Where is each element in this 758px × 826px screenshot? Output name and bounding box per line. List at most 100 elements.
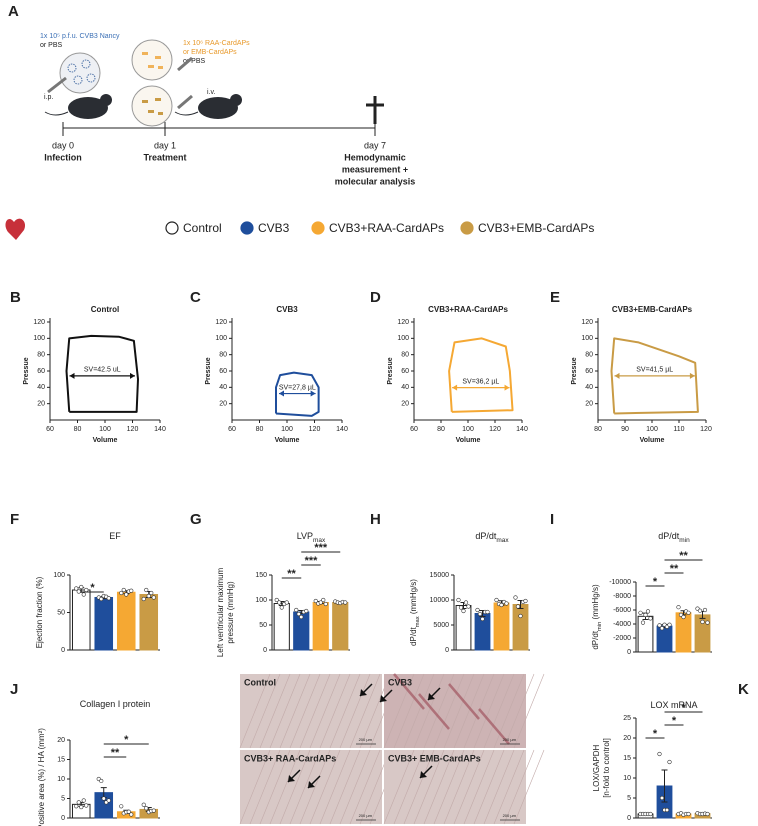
data-point [697, 608, 703, 613]
tissue-fiber [393, 749, 425, 825]
data-point [321, 597, 326, 603]
y-axis-label: dP/dtmax (mmHg/s) [409, 579, 420, 646]
data-point [141, 802, 146, 807]
data-point [144, 806, 149, 811]
y-tick-label: 5 [61, 795, 65, 802]
data-point [667, 622, 672, 627]
timeline-event: measurement + [342, 164, 408, 174]
y-tick-label: 15000 [430, 572, 450, 579]
chart-title: LOX mRNA [650, 700, 697, 710]
chart-title: Collagen I protein [80, 699, 151, 709]
tissue-fiber [483, 673, 515, 749]
data-point [126, 809, 131, 814]
infection-alt: or PBS [40, 42, 63, 49]
y-tick-label: -10000 [609, 579, 631, 586]
data-point [463, 600, 469, 605]
x-tick-label: 100 [646, 426, 658, 433]
data-point [518, 613, 523, 619]
y-tick-label: 100 [215, 335, 227, 342]
syringe [177, 94, 193, 110]
data-point [686, 811, 691, 817]
text-segment: EF [109, 531, 121, 541]
text-segment: dP/dt [591, 630, 600, 649]
significance-label: ** [287, 568, 296, 580]
tissue-fiber [413, 673, 445, 749]
chart-title: CVB3 [276, 305, 298, 314]
x-tick-label: 120 [489, 426, 501, 433]
data-point [705, 811, 710, 817]
heart-icon [5, 218, 26, 240]
data-point [499, 602, 504, 608]
x-tick-label: 100 [462, 426, 474, 433]
y-tick-label: 0 [627, 649, 631, 656]
data-point [523, 598, 528, 604]
panel-letter: J [10, 681, 18, 698]
data-point [681, 614, 686, 620]
data-point [494, 597, 499, 603]
tissue-fiber [319, 749, 351, 825]
tissue-fiber [403, 749, 435, 825]
x-tick-label: 100 [281, 426, 293, 433]
y-tick-label: 0 [61, 647, 65, 654]
tissue-fiber [239, 673, 271, 749]
x-tick-label: 80 [594, 426, 602, 433]
significance-label: ** [670, 563, 679, 575]
x-tick-label: 80 [256, 426, 264, 433]
data-point [119, 804, 124, 809]
data-point [343, 600, 348, 605]
y-tick-label: 40 [37, 384, 45, 391]
x-tick-label: 100 [99, 426, 111, 433]
data-point [676, 605, 681, 610]
y-tick-label: 10000 [430, 597, 450, 604]
data-point [279, 605, 284, 610]
data-point [146, 593, 151, 599]
text-segment: Positive area (%) / HA (mm²) [37, 728, 46, 826]
timeline-day: day 1 [154, 140, 176, 150]
y-tick-label: 15 [623, 755, 631, 762]
y-tick-label: -6000 [613, 607, 631, 614]
x-tick-label: 80 [437, 426, 445, 433]
histology-label: Control [244, 677, 276, 687]
y-tick-label: 80 [219, 352, 227, 359]
text-segment: Left ventricular maximum [216, 567, 225, 657]
infection-route: i.p. [44, 94, 53, 101]
x-tick-label: 140 [516, 426, 528, 433]
tissue-fiber [309, 749, 341, 825]
sv-annotation: SV=27,8 µL [279, 384, 316, 391]
text-segment: dP/dt [475, 531, 497, 541]
x-tick-label: 60 [410, 426, 418, 433]
legend-marker [165, 221, 179, 235]
tissue-fiber [503, 749, 535, 825]
y-tick-label: 10 [57, 776, 65, 783]
chart-title: CVB3+RAA-CardAPs [428, 305, 508, 314]
y-tick-label: 50 [259, 622, 267, 629]
data-point [645, 609, 651, 614]
data-point [79, 584, 84, 590]
bar [71, 589, 91, 651]
panel-letter: F [10, 511, 19, 528]
y-tick-label: 100 [581, 335, 593, 342]
tissue-fiber [299, 673, 331, 749]
treatment-line: or EMB-CardAPs [183, 49, 237, 56]
histology: Control 200 µm CVB3 200 µm CVB3+ RAA-CardAPs… [239, 673, 545, 825]
tissue-fiber [463, 749, 495, 825]
tissue-fiber [433, 749, 465, 825]
treatment-line: 1x 10⁶ RAA-CardAPs [183, 40, 250, 47]
tissue-fiber [413, 749, 445, 825]
y-axis-label: Ejection fraction (%) [35, 576, 44, 648]
data-point [149, 590, 154, 596]
legend-marker [460, 221, 474, 235]
timeline-axis [62, 122, 376, 136]
histology-label: CVB3+ EMB-CardAPs [388, 753, 481, 763]
sv-annotation: SV=42.5 uL [84, 367, 121, 374]
infection-dose: 1x 10⁵ p.f.u. CVB3 Nancy [40, 33, 120, 40]
arrow-head [428, 693, 435, 700]
y-tick-label: 0 [445, 647, 449, 654]
data-point [485, 609, 490, 615]
tissue-fiber [503, 673, 535, 749]
data-point [277, 600, 282, 605]
data-point [106, 798, 111, 803]
data-point [84, 803, 89, 808]
data-point [84, 587, 89, 593]
bar [139, 594, 159, 651]
